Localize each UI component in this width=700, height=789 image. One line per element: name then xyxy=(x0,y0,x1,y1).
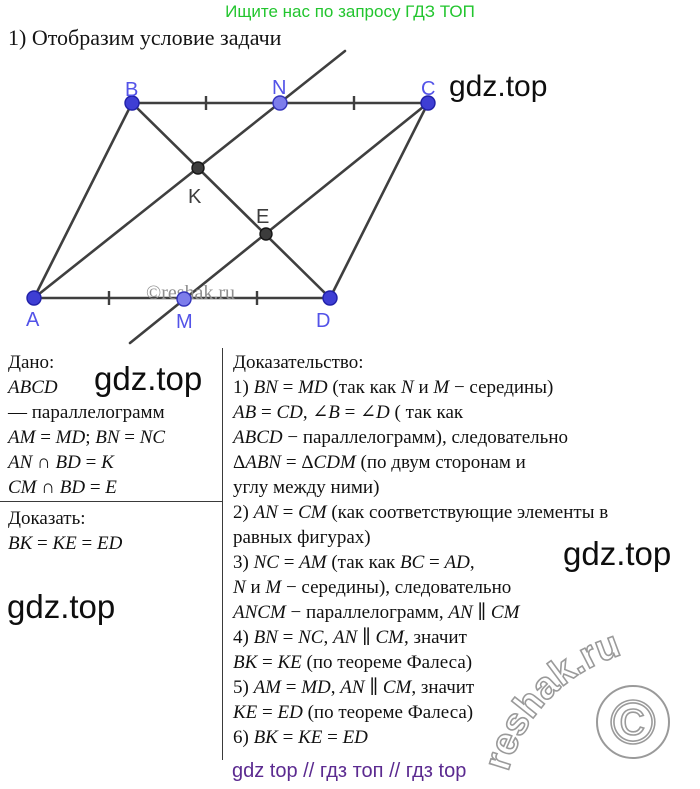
proof-line: 1) BN = MD (так как N и M − середины) xyxy=(233,377,554,398)
label-E: E xyxy=(256,206,269,228)
point-A xyxy=(26,290,42,306)
side-AB xyxy=(32,101,134,300)
column-divider xyxy=(222,348,223,760)
stamp-outer-ring xyxy=(596,685,670,759)
gdz-watermark-middle: gdz.top xyxy=(563,535,672,572)
proof-line: ΔABN = ΔCDM (по двум сторонам и xyxy=(233,452,526,473)
line-CM-extended xyxy=(128,101,430,345)
proof-line: углу между ними) xyxy=(233,477,380,498)
label-N: N xyxy=(272,77,286,99)
given-block: Дано: ABCD — параллелограмм AM = MD; BN … xyxy=(8,350,220,500)
tick-marks xyxy=(107,96,356,305)
gdz-watermark-left: gdz.top xyxy=(7,588,116,625)
point-M xyxy=(176,291,192,307)
proof-line: KE = ED (по теореме Фалеса) xyxy=(233,702,474,723)
point-C xyxy=(420,95,436,111)
diagram-points xyxy=(26,95,436,307)
diagram-labels: A B C D N M K E xyxy=(26,77,435,333)
reshak-stamp-watermark: © reshak.ru xyxy=(480,623,670,776)
proof-line: равных фигурах) xyxy=(233,527,371,548)
gdz-watermark-top: gdz.top xyxy=(449,70,548,103)
reshak-inline-watermark: ©reshak.ru xyxy=(146,282,235,304)
label-A: A xyxy=(26,309,40,331)
label-B: B xyxy=(125,79,138,101)
point-B xyxy=(124,95,140,111)
point-E xyxy=(259,227,273,241)
gdz-watermark-given: gdz.top xyxy=(94,360,203,397)
proof-line: BK = KE (по теореме Фалеса) xyxy=(233,652,473,673)
proof-line: 6) BK = KE = ED xyxy=(233,727,368,748)
proof-block: Доказательство: 1) BN = MD (так как N и … xyxy=(233,350,700,750)
given-prove-divider xyxy=(0,501,222,502)
footer-promo: gdz top // гдз топ // гдз top xyxy=(232,760,467,782)
label-K: K xyxy=(188,186,202,208)
proof-line: N и M − середины), следовательно xyxy=(233,577,512,598)
label-C: C xyxy=(421,78,435,100)
given-line: ABCD xyxy=(8,377,58,398)
given-line: AN ∩ BD = K xyxy=(8,452,114,473)
proof-line: 4) BN = NC, AN ∥ CM, значит xyxy=(233,627,467,648)
label-D: D xyxy=(316,310,330,332)
geometry-diagram: ©reshak.ru A B C D N M K E xyxy=(26,49,436,345)
given-title: Дано: xyxy=(8,352,55,373)
prove-block: Доказать: BK = KE = ED xyxy=(8,506,220,556)
line-AN-extended xyxy=(32,49,347,300)
proof-title: Доказательство: xyxy=(233,352,364,373)
step-title: 1) Отобразим условие задачи xyxy=(8,25,282,50)
point-K xyxy=(191,161,205,175)
diagonal-BD xyxy=(130,101,332,300)
prove-line: BK = KE = ED xyxy=(8,533,123,554)
label-M: M xyxy=(176,311,193,333)
stamp-arc-text: reshak.ru xyxy=(480,623,625,774)
given-line: CM ∩ BD = E xyxy=(8,477,117,498)
point-N xyxy=(272,95,288,111)
proof-line: 5) AM = MD, AN ∥ CM, значит xyxy=(233,677,475,698)
proof-line: 2) AN = CM (как соответствующие элементы… xyxy=(233,502,609,523)
given-line: — параллелограмм xyxy=(8,402,165,423)
promo-banner: Ищите нас по запросу ГДЗ ТОП xyxy=(225,2,475,21)
given-line: AM = MD; BN = NC xyxy=(8,427,166,448)
stamp-copyright-icon: © xyxy=(610,689,656,758)
proof-line: AB = CD, ∠B = ∠D ( так как xyxy=(233,402,464,423)
side-CD xyxy=(328,101,430,300)
proof-line: 3) NC = AM (так как BC = AD, xyxy=(233,552,475,573)
prove-title: Доказать: xyxy=(8,508,86,529)
point-D xyxy=(322,290,338,306)
proof-line: ANCM − параллелограмм, AN ∥ CM xyxy=(233,602,520,623)
proof-line: ABCD − параллелограмм), следовательно xyxy=(233,427,568,448)
